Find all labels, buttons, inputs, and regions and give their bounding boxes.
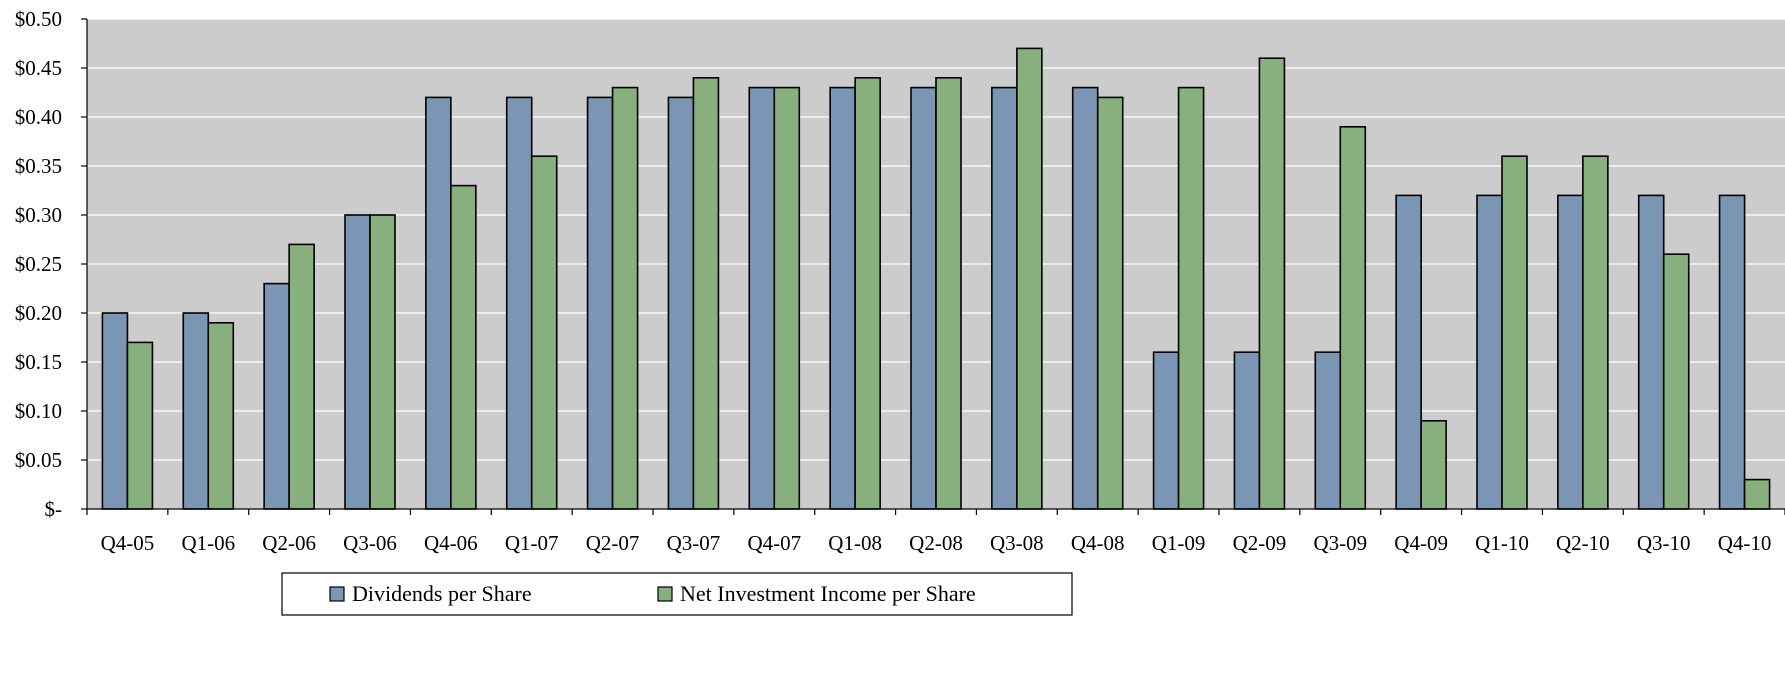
- bar-net-investment-income: [369, 214, 396, 510]
- x-tick-label: Q2-07: [586, 531, 640, 555]
- bar-net-investment-income: [207, 321, 235, 510]
- x-tick-label: Q4-08: [1071, 531, 1125, 555]
- x-tick-label: Q2-08: [909, 531, 963, 555]
- x-tick-label: Q1-09: [1152, 531, 1206, 555]
- bar-dividends: [101, 312, 129, 510]
- x-tick-label: Q2-09: [1233, 531, 1287, 555]
- x-tick-label: Q4-09: [1394, 531, 1448, 555]
- bar-dividends: [1314, 351, 1342, 510]
- bar-net-investment-income: [1662, 253, 1690, 510]
- y-tick-label: $-: [45, 497, 63, 521]
- bar-net-investment-income: [854, 77, 881, 510]
- x-tick-label: Q4-05: [101, 531, 155, 555]
- y-tick-label: $0.10: [15, 399, 62, 423]
- bar-net-investment-income: [1420, 419, 1447, 510]
- x-tick-label: Q3-06: [343, 531, 397, 555]
- bar-dividends: [425, 96, 452, 510]
- y-tick-label: $0.30: [15, 203, 62, 227]
- bar-net-investment-income: [450, 184, 477, 510]
- x-tick-label: Q4-07: [747, 531, 801, 555]
- x-tick-label: Q4-10: [1718, 531, 1772, 555]
- bar-dividends: [1152, 351, 1180, 510]
- x-tick-label: Q1-08: [828, 531, 882, 555]
- bar-net-investment-income: [126, 341, 154, 510]
- legend: Dividends per Share Net Investment Income…: [281, 572, 1073, 616]
- bar-dividends: [1557, 194, 1584, 510]
- y-tick-label: $0.40: [15, 105, 62, 129]
- y-tick-label: $0.20: [15, 301, 62, 325]
- bar-net-investment-income: [1339, 126, 1367, 510]
- bar-dividends: [182, 312, 210, 510]
- legend-label-dividends: Dividends per Share: [352, 581, 532, 606]
- x-tick-label: Q1-06: [181, 531, 235, 555]
- bar-net-investment-income: [288, 243, 315, 510]
- x-tick-label: Q1-07: [505, 531, 559, 555]
- bar-dividends: [1476, 194, 1503, 510]
- bar-net-investment-income: [530, 155, 558, 510]
- bar-dividends: [1233, 351, 1261, 510]
- legend-swatch-dividends: [329, 586, 345, 602]
- bar-net-investment-income: [611, 86, 639, 510]
- legend-label-net-investment-income: Net Investment Income per Share: [680, 581, 976, 606]
- bar-dividends: [344, 214, 371, 510]
- bar-dividends: [910, 86, 937, 510]
- bar-dividends: [505, 96, 533, 510]
- bar-net-investment-income: [692, 77, 720, 510]
- bar-dividends: [1395, 194, 1422, 510]
- x-tick-label: Q3-08: [990, 531, 1044, 555]
- bar-net-investment-income: [1016, 47, 1043, 510]
- bar-net-investment-income: [1096, 96, 1124, 510]
- bar-dividends: [991, 86, 1018, 510]
- y-tick-label: $0.25: [15, 252, 62, 276]
- y-tick-label: $0.35: [15, 154, 62, 178]
- x-tick-label: Q3-10: [1637, 531, 1691, 555]
- bar-net-investment-income: [1501, 155, 1528, 510]
- bar-dividends: [1718, 194, 1746, 510]
- bar-dividends: [586, 96, 614, 510]
- bar-dividends: [1071, 86, 1099, 510]
- x-tick-label: Q4-06: [424, 531, 478, 555]
- bar-dividends: [748, 86, 776, 510]
- bar-dividends: [1637, 194, 1665, 510]
- bar-dividends: [667, 96, 695, 510]
- x-tick-label: Q2-06: [262, 531, 316, 555]
- bar-dividends: [829, 86, 856, 510]
- bar-net-investment-income: [935, 77, 962, 510]
- legend-box: [281, 572, 1073, 616]
- bar-net-investment-income: [1743, 478, 1771, 510]
- bar-net-investment-income: [1177, 86, 1205, 510]
- x-tick-label: Q3-09: [1313, 531, 1367, 555]
- x-tick-label: Q3-07: [667, 531, 721, 555]
- x-tick-label: Q2-10: [1556, 531, 1610, 555]
- bar-net-investment-income: [773, 86, 801, 510]
- y-tick-label: $0.15: [15, 350, 62, 374]
- x-tick-label: Q1-10: [1475, 531, 1529, 555]
- legend-swatch-net-investment-income: [657, 586, 673, 602]
- bar-net-investment-income: [1258, 57, 1286, 510]
- y-tick-label: $0.50: [15, 7, 62, 31]
- bar-net-investment-income: [1582, 155, 1609, 510]
- bar-dividends: [263, 282, 290, 510]
- y-tick-label: $0.05: [15, 448, 62, 472]
- y-tick-label: $0.45: [15, 56, 62, 80]
